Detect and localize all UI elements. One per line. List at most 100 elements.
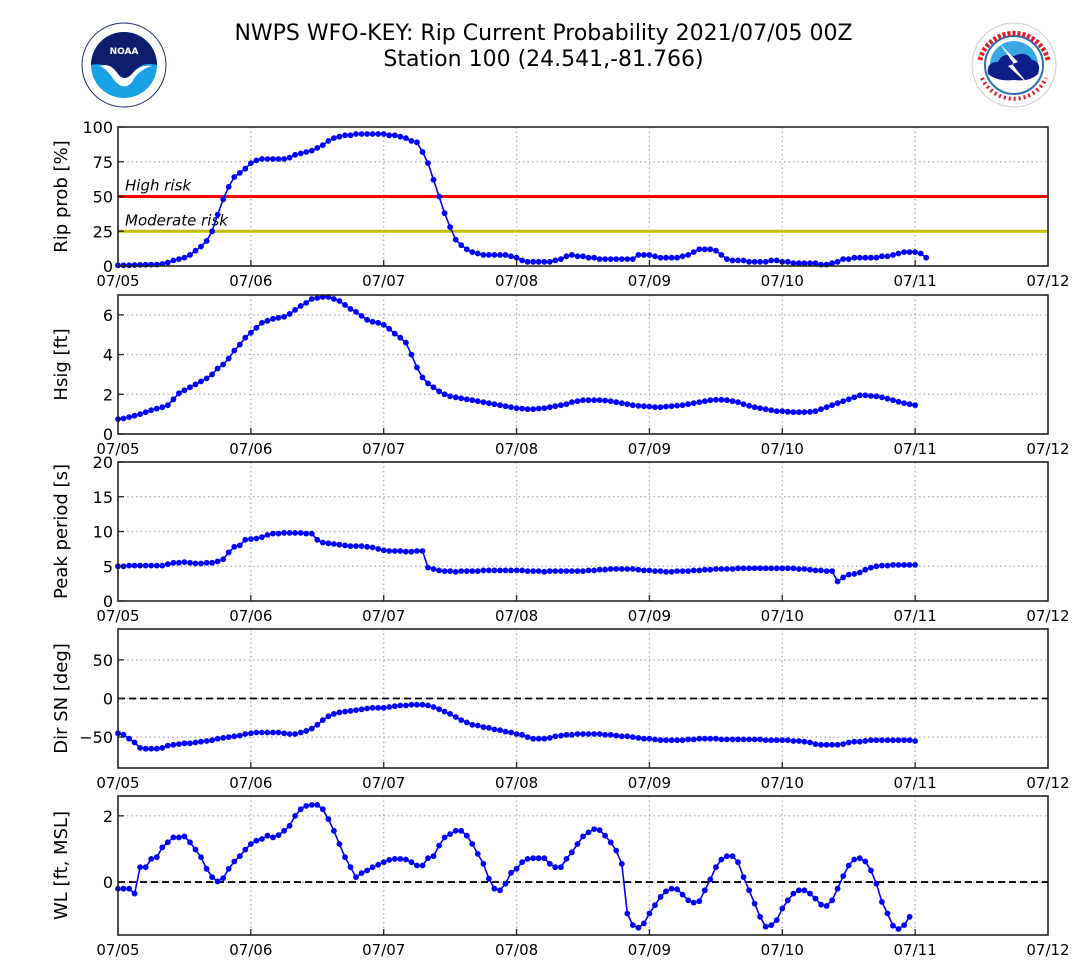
data-point <box>375 131 382 137</box>
data-point <box>663 568 669 575</box>
data-point <box>491 885 498 892</box>
chart-subtitle: Station 100 (24.541,-81.766) <box>383 47 704 72</box>
y-tick-label: 0 <box>103 257 113 276</box>
data-point <box>259 836 265 842</box>
data-point <box>618 256 625 262</box>
data-point <box>558 568 564 574</box>
data-point <box>331 827 337 834</box>
data-point <box>303 530 310 537</box>
data-point <box>248 730 254 737</box>
y-tick-label: −50 <box>79 728 113 747</box>
data-point <box>436 388 442 395</box>
data-point <box>474 398 481 405</box>
data-point <box>458 827 465 834</box>
data-point <box>469 249 476 256</box>
data-point <box>242 334 249 341</box>
data-point <box>347 864 354 871</box>
data-point <box>369 544 376 551</box>
data-point <box>380 131 387 137</box>
data-point <box>325 713 332 720</box>
data-point <box>558 864 564 871</box>
data-point <box>480 860 487 867</box>
data-point <box>502 728 509 735</box>
data-point <box>281 730 287 737</box>
data-point <box>331 135 337 142</box>
x-tick-label: 07/11 <box>894 774 937 792</box>
y-tick-label: 25 <box>93 222 113 241</box>
data-point <box>508 869 514 876</box>
data-point <box>164 742 171 749</box>
data-point <box>391 856 398 862</box>
data-point <box>480 399 487 406</box>
data-point <box>862 566 869 573</box>
data-point <box>856 738 863 745</box>
data-point <box>524 734 531 740</box>
data-point <box>303 300 310 306</box>
data-point <box>580 731 586 737</box>
data-point <box>497 402 503 409</box>
data-point <box>513 567 520 574</box>
data-point <box>746 402 752 409</box>
data-point <box>713 247 719 254</box>
data-point <box>784 408 791 415</box>
x-tick-label: 07/09 <box>628 774 671 792</box>
data-point <box>397 548 404 554</box>
data-point <box>906 249 913 256</box>
y-tick-label: 5 <box>103 557 113 576</box>
data-point <box>486 567 492 574</box>
data-point <box>707 876 714 883</box>
x-tick-label: 07/09 <box>628 440 671 458</box>
data-point <box>868 254 874 261</box>
data-point <box>502 403 509 410</box>
svg-text:NOAA: NOAA <box>110 47 139 57</box>
data-point <box>729 853 736 860</box>
data-point <box>336 298 343 304</box>
data-point <box>364 316 370 323</box>
data-point <box>391 132 398 139</box>
data-point <box>159 844 166 851</box>
x-tick-label: 07/12 <box>1026 607 1069 625</box>
data-point <box>912 402 918 409</box>
data-point <box>784 897 791 904</box>
data-point <box>696 567 703 574</box>
data-point <box>746 736 752 743</box>
data-point <box>397 133 404 140</box>
data-point <box>353 707 359 713</box>
data-point <box>845 862 852 869</box>
data-point <box>773 737 780 744</box>
data-point <box>513 254 520 261</box>
data-point <box>801 409 808 416</box>
x-tick-label: 07/06 <box>229 607 272 625</box>
data-point <box>823 568 830 574</box>
data-point <box>275 530 282 537</box>
data-point <box>724 397 730 404</box>
data-point <box>331 541 337 547</box>
data-point <box>834 258 841 265</box>
x-tick-label: 07/08 <box>495 941 538 959</box>
data-point <box>829 402 835 409</box>
data-point <box>264 532 271 538</box>
data-point <box>203 865 210 872</box>
data-point <box>690 249 697 256</box>
data-point <box>779 737 786 744</box>
data-point <box>242 536 249 543</box>
data-point <box>652 736 658 743</box>
data-point <box>812 741 819 747</box>
data-point <box>635 402 642 409</box>
data-point <box>873 393 880 400</box>
data-point <box>613 399 620 406</box>
data-point <box>203 238 210 244</box>
data-point <box>419 149 426 155</box>
data-point <box>474 851 481 857</box>
x-tick-label: 07/11 <box>894 440 937 458</box>
data-point <box>336 541 343 548</box>
data-point <box>441 708 448 715</box>
data-point <box>181 559 188 565</box>
data-point <box>231 858 238 865</box>
y-tick-label: 0 <box>103 425 113 444</box>
data-point <box>308 725 315 732</box>
data-point <box>890 737 896 744</box>
data-point <box>591 567 597 574</box>
data-point <box>696 399 703 406</box>
x-tick-label: 07/08 <box>495 607 538 625</box>
